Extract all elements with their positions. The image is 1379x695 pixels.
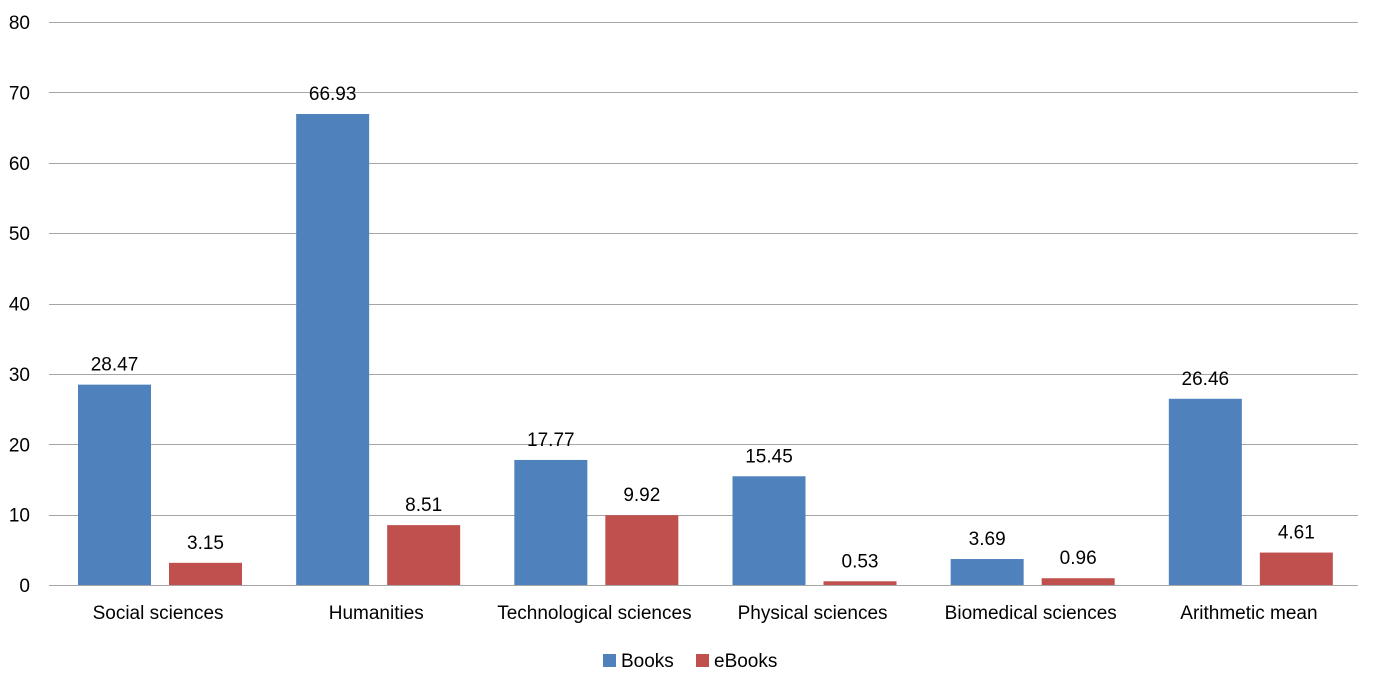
x-axis-category-labels: Social sciences Humanities Technological s… bbox=[93, 603, 1318, 624]
data-label-books-2: 17.77 bbox=[527, 430, 575, 451]
data-label-ebooks-3: 0.53 bbox=[842, 551, 879, 572]
x-category-label: Biomedical sciences bbox=[945, 603, 1117, 624]
legend-swatch-books bbox=[603, 654, 616, 667]
data-label-books-0: 28.47 bbox=[91, 355, 139, 376]
y-tick-label: 60 bbox=[9, 154, 30, 175]
legend: Books eBooks bbox=[603, 651, 777, 672]
y-axis-tick-labels: 0 10 20 30 40 50 60 70 80 bbox=[9, 13, 30, 597]
data-labels: 28.47 66.93 17.77 15.45 3.69 26.46 3.15 8.51 9.9… bbox=[91, 84, 1315, 572]
x-category-label: Arithmetic mean bbox=[1180, 603, 1317, 624]
data-label-ebooks-0: 3.15 bbox=[187, 533, 224, 554]
legend-swatch-ebooks bbox=[696, 654, 709, 667]
y-tick-label: 30 bbox=[9, 365, 30, 386]
data-label-ebooks-1: 8.51 bbox=[405, 495, 442, 516]
y-tick-label: 40 bbox=[9, 295, 30, 316]
bar-books-5 bbox=[1168, 398, 1242, 585]
bar-ebooks-3 bbox=[823, 581, 897, 585]
bar-books-3 bbox=[732, 476, 806, 585]
bar-books-2 bbox=[514, 459, 588, 585]
x-category-label: Technological sciences bbox=[497, 603, 691, 624]
y-tick-label: 20 bbox=[9, 435, 30, 456]
data-label-books-3: 15.45 bbox=[745, 446, 793, 467]
bar-ebooks-1 bbox=[387, 525, 461, 585]
y-tick-label: 80 bbox=[9, 13, 30, 34]
x-category-label: Physical sciences bbox=[738, 603, 888, 624]
bar-ebooks-5 bbox=[1259, 552, 1333, 585]
bar-ebooks-4 bbox=[1041, 578, 1115, 585]
data-label-books-4: 3.69 bbox=[969, 529, 1006, 550]
y-tick-label: 70 bbox=[9, 83, 30, 104]
data-label-books-5: 26.46 bbox=[1182, 369, 1230, 390]
legend-label-ebooks: eBooks bbox=[714, 651, 777, 672]
bar-ebooks-0 bbox=[169, 562, 242, 585]
bar-books-1 bbox=[296, 113, 370, 585]
x-category-label: Social sciences bbox=[93, 603, 224, 624]
legend-label-books: Books bbox=[621, 651, 674, 672]
bar-books-0 bbox=[78, 384, 151, 585]
bar-ebooks-2 bbox=[605, 515, 679, 585]
y-tick-label: 0 bbox=[19, 576, 30, 597]
bar-books-4 bbox=[950, 559, 1024, 585]
bars bbox=[78, 113, 1333, 585]
data-label-ebooks-5: 4.61 bbox=[1278, 523, 1315, 544]
data-label-books-1: 66.93 bbox=[309, 84, 357, 105]
y-tick-label: 10 bbox=[9, 506, 30, 527]
data-label-ebooks-4: 0.96 bbox=[1060, 548, 1097, 569]
y-tick-label: 50 bbox=[9, 224, 30, 245]
gridlines bbox=[49, 22, 1358, 586]
x-category-label: Humanities bbox=[329, 603, 424, 624]
data-label-ebooks-2: 9.92 bbox=[623, 485, 660, 506]
